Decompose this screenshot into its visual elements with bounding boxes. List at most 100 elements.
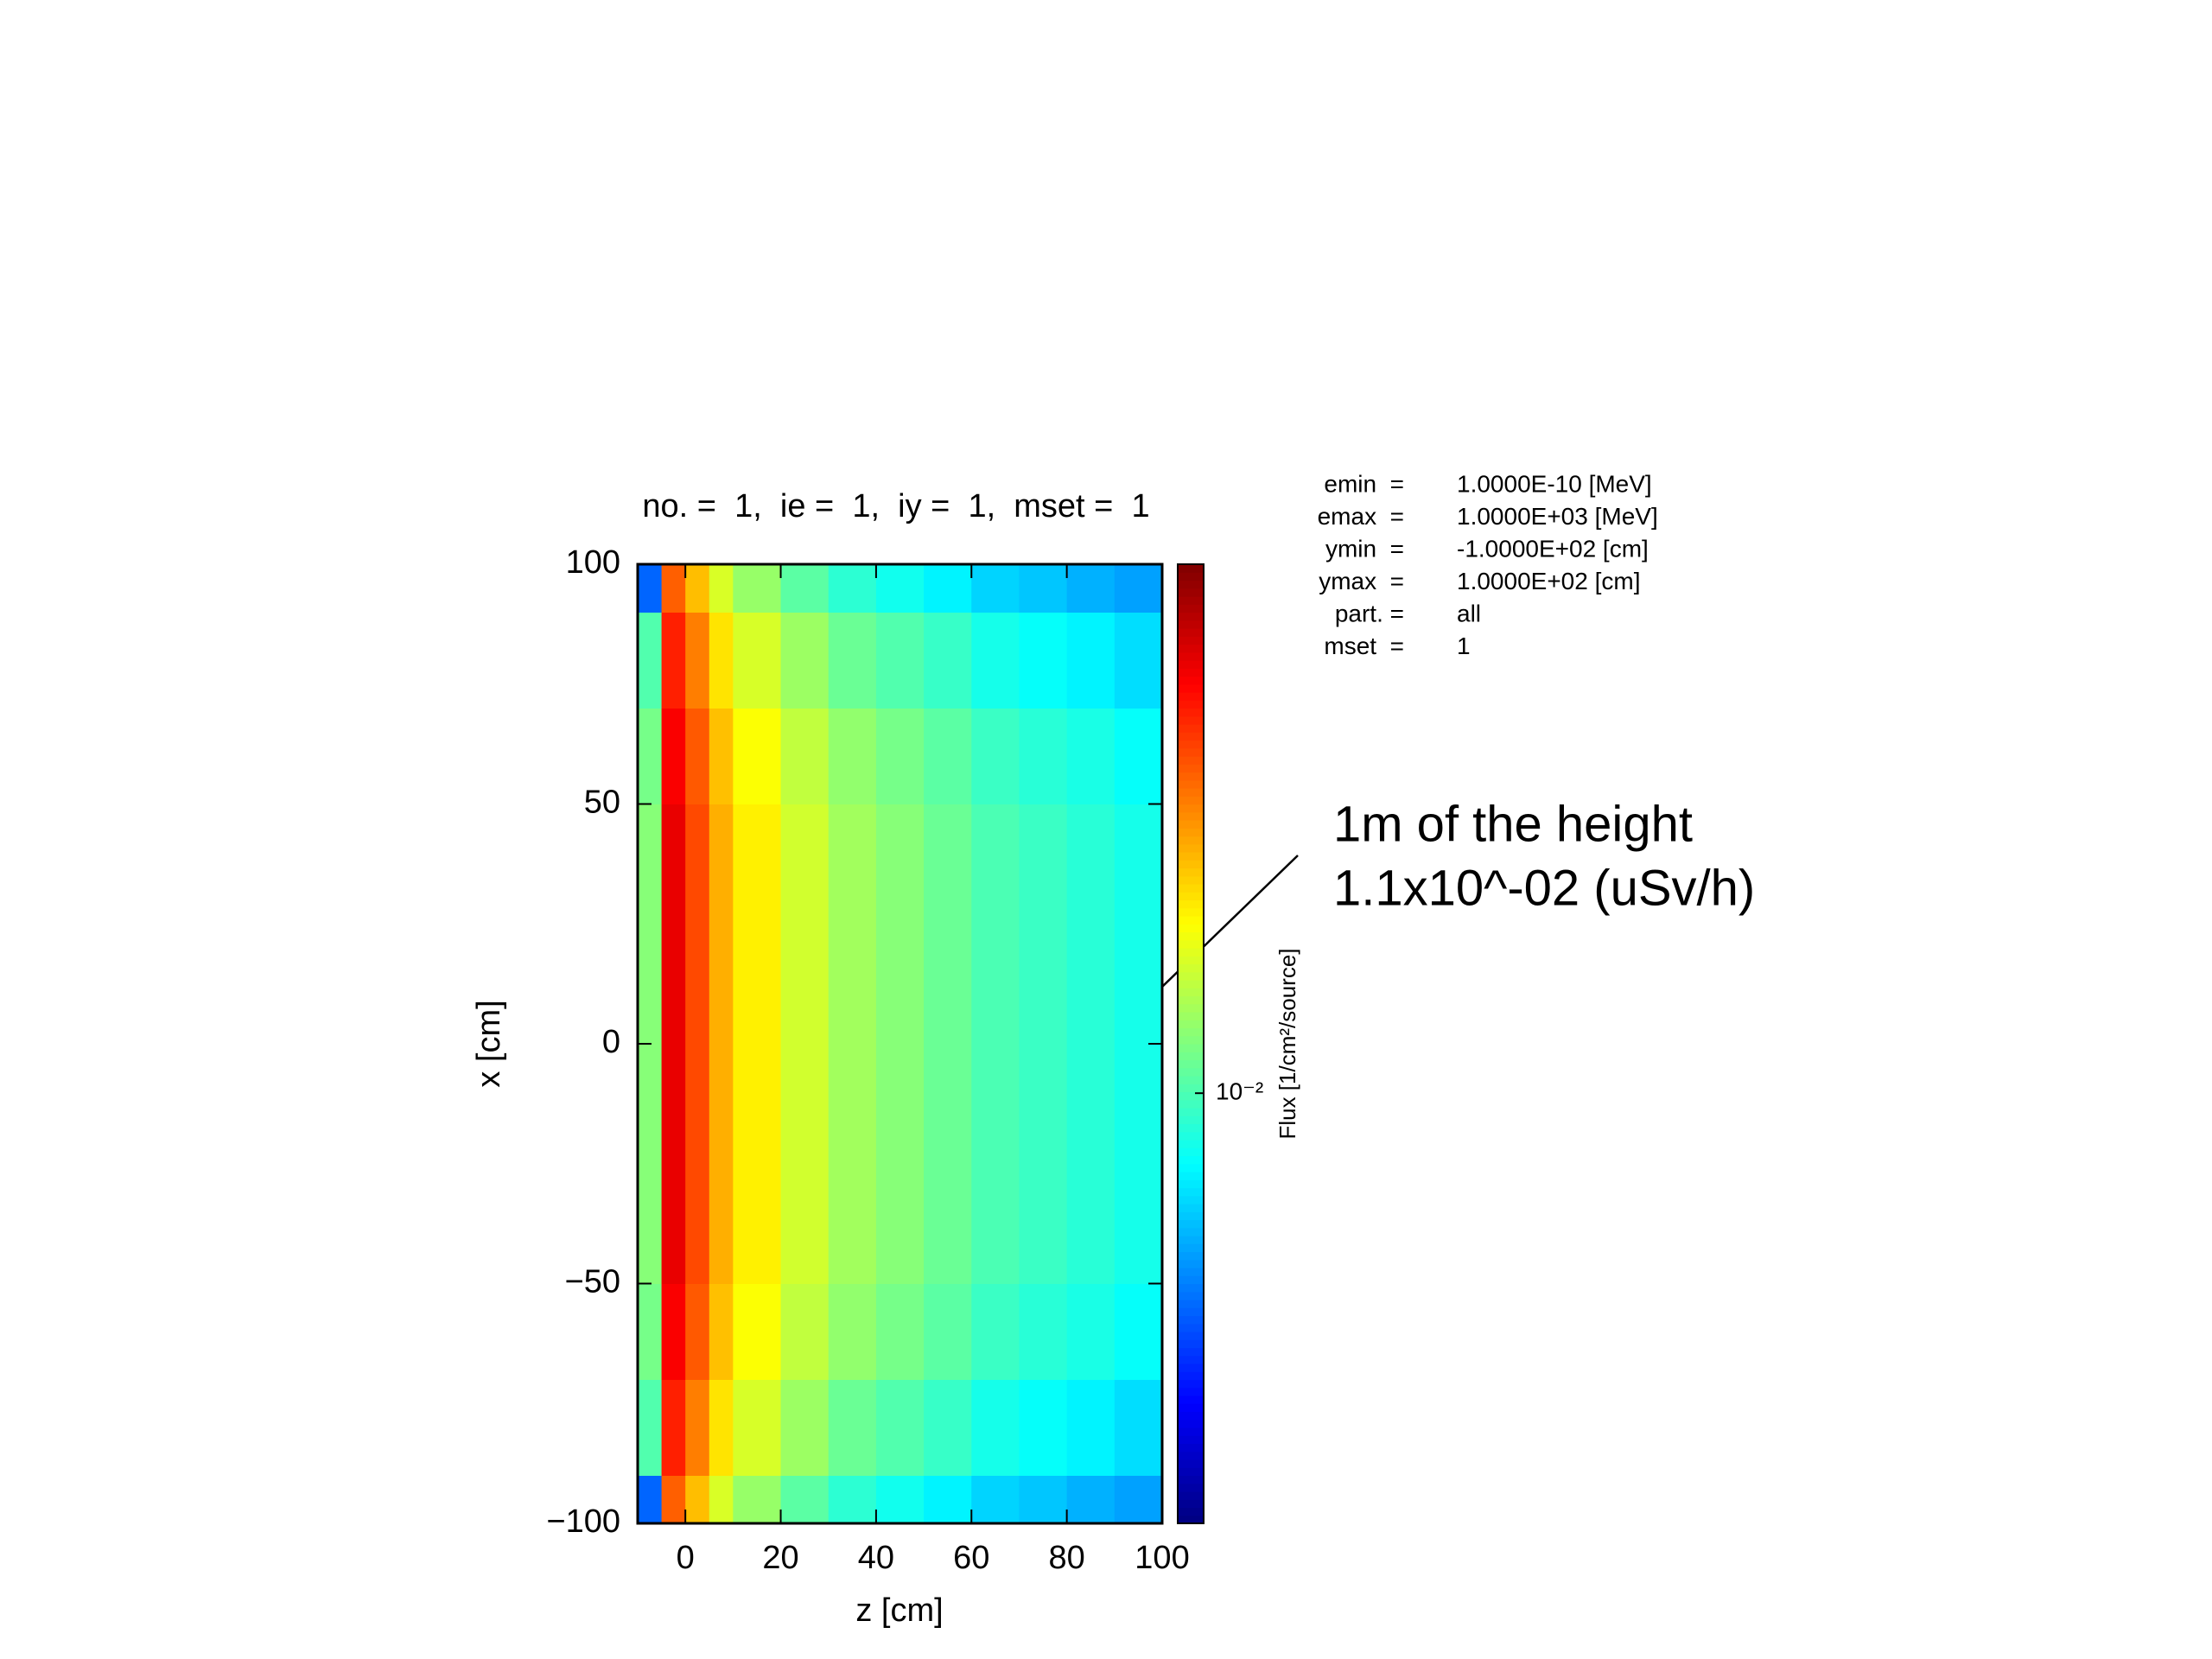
heatmap-cell <box>924 1091 972 1188</box>
heatmap-cell <box>828 708 877 804</box>
colorbar-segment <box>1178 564 1204 573</box>
colorbar-segment <box>1178 1419 1204 1428</box>
heatmap-cell <box>638 612 663 709</box>
heatmap-cell <box>780 564 830 613</box>
colorbar-segment <box>1178 1172 1204 1180</box>
colorbar-segment <box>1178 1427 1204 1436</box>
colorbar-segment <box>1178 1283 1204 1293</box>
heatmap-cell <box>1114 1283 1163 1380</box>
heatmap-cell <box>828 899 877 996</box>
colorbar-segment <box>1178 660 1204 669</box>
heatmap-cell <box>638 899 663 996</box>
colorbar-segment <box>1178 596 1204 605</box>
colorbar-segment <box>1178 1467 1204 1477</box>
heatmap-cell <box>971 995 1020 1092</box>
colorbar-segment <box>1178 708 1204 717</box>
colorbar-segment <box>1178 1379 1204 1389</box>
colorbar-segment <box>1178 1363 1204 1372</box>
heatmap-cell <box>709 612 734 709</box>
colorbar-segment <box>1178 836 1204 845</box>
info-label: mset = <box>1324 632 1404 659</box>
colorbar-segment <box>1178 892 1204 901</box>
heatmap-cell <box>661 612 686 709</box>
colorbar-segment <box>1178 588 1204 597</box>
heatmap-cell <box>875 564 925 613</box>
colorbar-segment <box>1178 1243 1204 1253</box>
heatmap-cell <box>924 1475 972 1524</box>
heatmap-cell <box>638 708 663 804</box>
heatmap-cell <box>971 612 1020 709</box>
colorbar-segment <box>1178 1268 1204 1276</box>
colorbar-segment <box>1178 1507 1204 1516</box>
heatmap-cell <box>875 708 925 804</box>
y-tick-label: −50 <box>565 1264 620 1300</box>
heatmap-cell <box>733 612 782 709</box>
heatmap-cell <box>638 1283 663 1380</box>
heatmap-cell <box>709 1283 734 1380</box>
heatmap-cell <box>685 564 710 613</box>
colorbar-segment <box>1178 995 1204 1005</box>
colorbar-segment <box>1178 740 1204 749</box>
colorbar-segment <box>1178 907 1204 917</box>
heatmap-cell <box>638 1475 663 1524</box>
colorbar-segment <box>1178 1395 1204 1404</box>
heatmap-cell <box>971 564 1020 613</box>
colorbar-segment <box>1178 884 1204 893</box>
heatmap-cell <box>780 1379 830 1476</box>
colorbar-segment <box>1178 1027 1204 1037</box>
heatmap-cell <box>709 804 734 900</box>
heatmap-cell <box>1114 1187 1163 1284</box>
colorbar-segment <box>1178 1411 1204 1421</box>
colorbar-segment <box>1178 1332 1204 1340</box>
colorbar-segment <box>1178 764 1204 773</box>
heatmap-cell <box>971 804 1020 900</box>
heatmap-cell <box>733 804 782 900</box>
heatmap-cell <box>875 995 925 1092</box>
colorbar-segment <box>1178 1123 1204 1133</box>
heatmap-cell <box>733 564 782 613</box>
colorbar-segment <box>1178 1483 1204 1492</box>
colorbar-segment <box>1178 724 1204 733</box>
heatmap-cell <box>924 612 972 709</box>
colorbar-segment <box>1178 1300 1204 1308</box>
x-tick-label: 80 <box>1048 1540 1084 1576</box>
colorbar-segment <box>1178 1035 1204 1045</box>
colorbar-segment <box>1178 1163 1204 1173</box>
heatmap-cell <box>1114 1475 1163 1524</box>
heatmap-cell <box>685 1187 710 1284</box>
heatmap-cell <box>875 1379 925 1476</box>
colorbar-segment <box>1178 1140 1204 1148</box>
x-axis-label: z [cm] <box>855 1592 943 1629</box>
colorbar-segment <box>1178 1147 1204 1157</box>
heatmap-cell <box>971 1379 1020 1476</box>
heatmap-cell <box>828 1475 877 1524</box>
colorbar-segment <box>1178 1099 1204 1109</box>
colorbar-segment <box>1178 652 1204 661</box>
heatmap-cell <box>1066 708 1116 804</box>
heatmap-cell <box>780 1187 830 1284</box>
colorbar-segment <box>1178 1131 1204 1141</box>
info-label: ymax = <box>1319 568 1404 594</box>
info-value: -1.0000E+02 [cm] <box>1457 535 1649 562</box>
colorbar-segment <box>1178 1084 1204 1093</box>
heatmap-cell <box>924 564 972 613</box>
info-value: 1.0000E+02 [cm] <box>1457 568 1640 594</box>
colorbar-segment <box>1178 1371 1204 1381</box>
colorbar-segment <box>1178 1259 1204 1268</box>
x-tick-label: 40 <box>858 1540 894 1576</box>
colorbar-segment <box>1178 1275 1204 1285</box>
info-label: emax = <box>1318 503 1404 530</box>
colorbar-segment <box>1178 939 1204 949</box>
colorbar-segment <box>1178 1076 1204 1084</box>
heatmap-cell <box>971 1475 1020 1524</box>
heatmap-cell <box>875 1283 925 1380</box>
colorbar-segment <box>1178 604 1204 613</box>
annotation: 1m of the height <box>1333 796 1693 852</box>
info-value: 1 <box>1457 632 1471 659</box>
heatmap-cell <box>828 804 877 900</box>
heatmap-cell <box>971 1187 1020 1284</box>
heatmap-cell <box>1019 1475 1068 1524</box>
heatmap <box>638 564 1163 1524</box>
colorbar-segment <box>1178 956 1204 965</box>
heatmap-cell <box>780 612 830 709</box>
